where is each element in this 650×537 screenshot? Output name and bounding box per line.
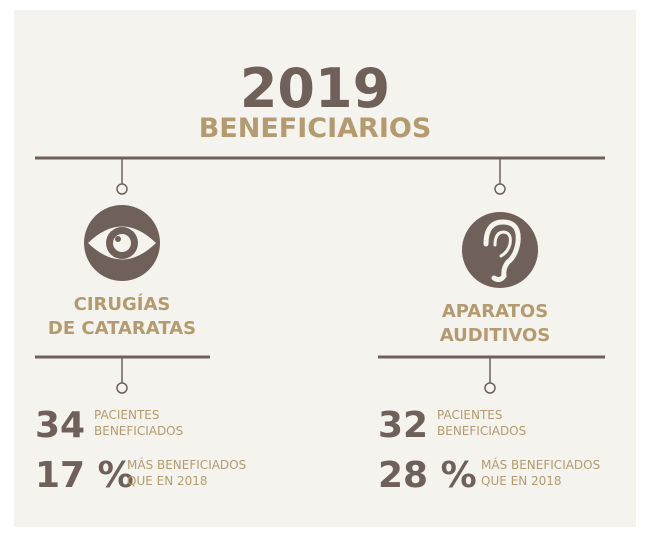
item-label: AUDITIVOS: [440, 325, 551, 346]
increase-label: MÁS BENEFICIADOS: [481, 457, 600, 472]
item-label: APARATOS: [442, 301, 548, 322]
connector-dot: [494, 183, 506, 195]
subtitle: BENEFICIARIOS: [199, 113, 432, 144]
patients-value: 32: [378, 405, 428, 446]
increase-value: 17 %: [35, 455, 134, 496]
increase-label: QUE EN 2018: [481, 474, 562, 488]
patients-label: BENEFICIADOS: [437, 424, 526, 438]
patients-label: BENEFICIADOS: [94, 424, 183, 438]
connector-dot: [484, 382, 496, 394]
increase-label: MÁS BENEFICIADOS: [127, 457, 246, 472]
item-label: DE CATARATAS: [48, 318, 196, 339]
patients-label: PACIENTES: [94, 408, 159, 422]
patients-value: 34: [35, 405, 85, 446]
increase-value: 28 %: [378, 455, 477, 496]
ear-icon: [462, 212, 538, 288]
connector-dot: [116, 183, 128, 195]
increase-label: QUE EN 2018: [127, 474, 208, 488]
item-label: CIRUGÍAS: [74, 293, 171, 315]
year: 2019: [240, 57, 390, 120]
connector-dot: [116, 382, 128, 394]
patients-label: PACIENTES: [437, 408, 502, 422]
eye-icon: [84, 205, 160, 281]
